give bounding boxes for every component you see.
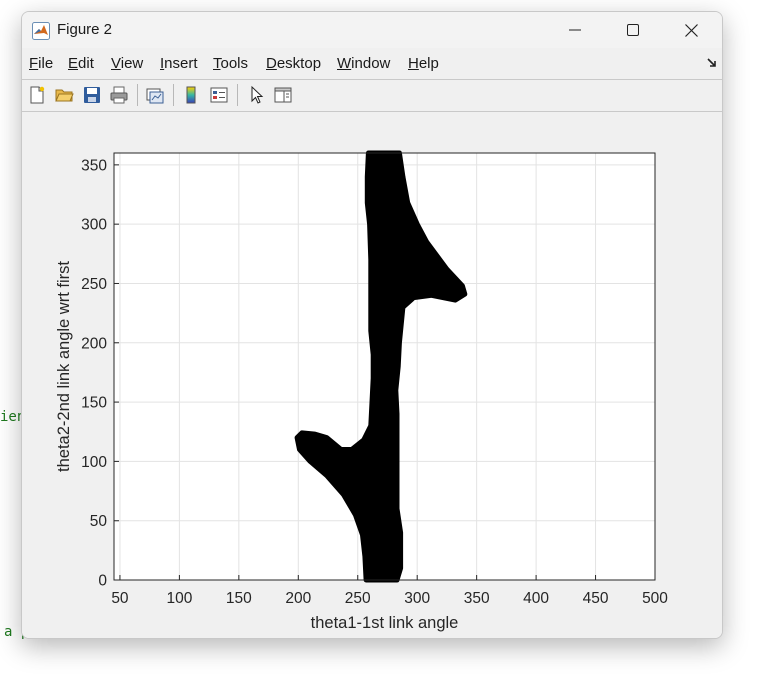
menu-desktop[interactable]: Desktop — [266, 55, 321, 72]
menu-help-label: elp — [418, 55, 439, 72]
toolbar-separator — [137, 84, 138, 106]
y-tick-label: 200 — [81, 335, 107, 352]
y-axis-label: theta2-2nd link angle wrt first — [55, 261, 73, 472]
x-tick-label: 250 — [345, 590, 371, 607]
y-tick-label: 150 — [81, 395, 107, 412]
background-code-line: ien — [0, 409, 26, 425]
property-editor-icon — [274, 87, 292, 103]
print-button[interactable] — [107, 83, 131, 107]
menu-tools-label: ools — [220, 55, 249, 72]
x-tick-label: 450 — [583, 590, 609, 607]
maximize-icon — [627, 24, 639, 36]
title-bar[interactable]: Figure 2 — [22, 12, 722, 48]
colorbar-button[interactable] — [179, 83, 203, 107]
open-file-icon — [55, 89, 74, 102]
axes-box — [113, 152, 656, 581]
close-button[interactable] — [662, 12, 720, 48]
toolbar — [22, 80, 722, 110]
y-tick-label: 300 — [81, 217, 107, 234]
pointer-icon — [251, 85, 264, 104]
new-figure-button[interactable] — [25, 83, 49, 107]
menu-window[interactable]: Window — [337, 55, 390, 72]
pointer-button[interactable] — [245, 83, 269, 107]
scatter-chart[interactable]: 50 100 150 200 250 300 350 400 450 50005010015020… — [22, 112, 722, 638]
menu-edit-mnemonic: E — [68, 55, 79, 72]
menu-file-mnemonic: F — [29, 55, 39, 72]
x-tick-label: 400 — [523, 590, 549, 607]
menu-insert-mnemonic: I — [160, 55, 165, 72]
menu-insert-label: nsert — [164, 55, 198, 72]
y-tick-label: 350 — [81, 157, 107, 174]
menu-tools[interactable]: Tools — [213, 55, 248, 72]
menu-file-label: ile — [38, 55, 54, 72]
toolbar-separator — [173, 84, 174, 106]
menu-separator — [22, 79, 722, 80]
new-figure-icon — [30, 86, 45, 104]
dock-arrow-icon[interactable] — [706, 57, 718, 69]
x-tick-label: 300 — [404, 590, 430, 607]
menu-tools-mnemonic: T — [213, 55, 221, 72]
minimize-button[interactable] — [546, 12, 604, 48]
x-tick-label: 100 — [166, 590, 192, 607]
y-tick-label: 0 — [98, 573, 107, 590]
colorbar-icon — [186, 86, 196, 104]
matlab-icon — [32, 22, 50, 40]
menu-desktop-mnemonic: D — [266, 55, 277, 72]
figure-area: 50 100 150 200 250 300 350 400 450 500 0 50 100 150 20… — [22, 112, 722, 638]
maximize-button[interactable] — [604, 12, 662, 48]
toolbar-separator-line — [22, 111, 722, 112]
window-title: Figure 2 — [57, 21, 113, 38]
print-icon — [110, 86, 128, 104]
toolbar-separator — [237, 84, 238, 106]
menu-window-label: indow — [351, 55, 391, 72]
y-tick-label: 100 — [81, 454, 107, 471]
x-axis-label: theta1-1st link angle — [311, 614, 459, 632]
menu-insert[interactable]: Insert — [160, 55, 198, 72]
link-plot-icon — [146, 88, 164, 104]
menu-window-mnemonic: W — [337, 55, 352, 72]
close-icon — [684, 23, 698, 37]
menu-bar: File Edit View Insert Tools Desktop Wind… — [22, 52, 722, 78]
menu-edit-label: dit — [78, 55, 94, 72]
menu-help[interactable]: Help — [408, 55, 439, 72]
open-file-button[interactable] — [52, 83, 76, 107]
figure-window: Figure 2 File Edit View Insert Tools Des… — [21, 11, 723, 639]
menu-view-label: iew — [120, 55, 144, 72]
y-tick-label: 250 — [81, 276, 107, 293]
x-tick-label: 150 — [226, 590, 252, 607]
menu-view-mnemonic: V — [111, 55, 121, 72]
menu-edit[interactable]: Edit — [68, 55, 94, 72]
menu-desktop-label: esktop — [276, 55, 322, 72]
legend-icon — [210, 87, 228, 103]
minimize-icon — [569, 29, 581, 31]
x-tick-label: 50 — [111, 590, 129, 607]
x-tick-label: 200 — [285, 590, 311, 607]
scatter-point-cloud — [294, 150, 468, 583]
legend-button[interactable] — [207, 83, 231, 107]
save-button[interactable] — [80, 83, 104, 107]
menu-file[interactable]: File — [29, 55, 53, 72]
link-plot-button[interactable] — [143, 83, 167, 107]
x-tick-label: 350 — [464, 590, 490, 607]
y-tick-label: 50 — [90, 513, 108, 530]
save-icon — [84, 87, 100, 103]
x-tick-label: 500 — [642, 590, 668, 607]
menu-view[interactable]: View — [111, 55, 143, 72]
property-editor-button[interactable] — [271, 83, 295, 107]
menu-help-mnemonic: H — [408, 55, 419, 72]
